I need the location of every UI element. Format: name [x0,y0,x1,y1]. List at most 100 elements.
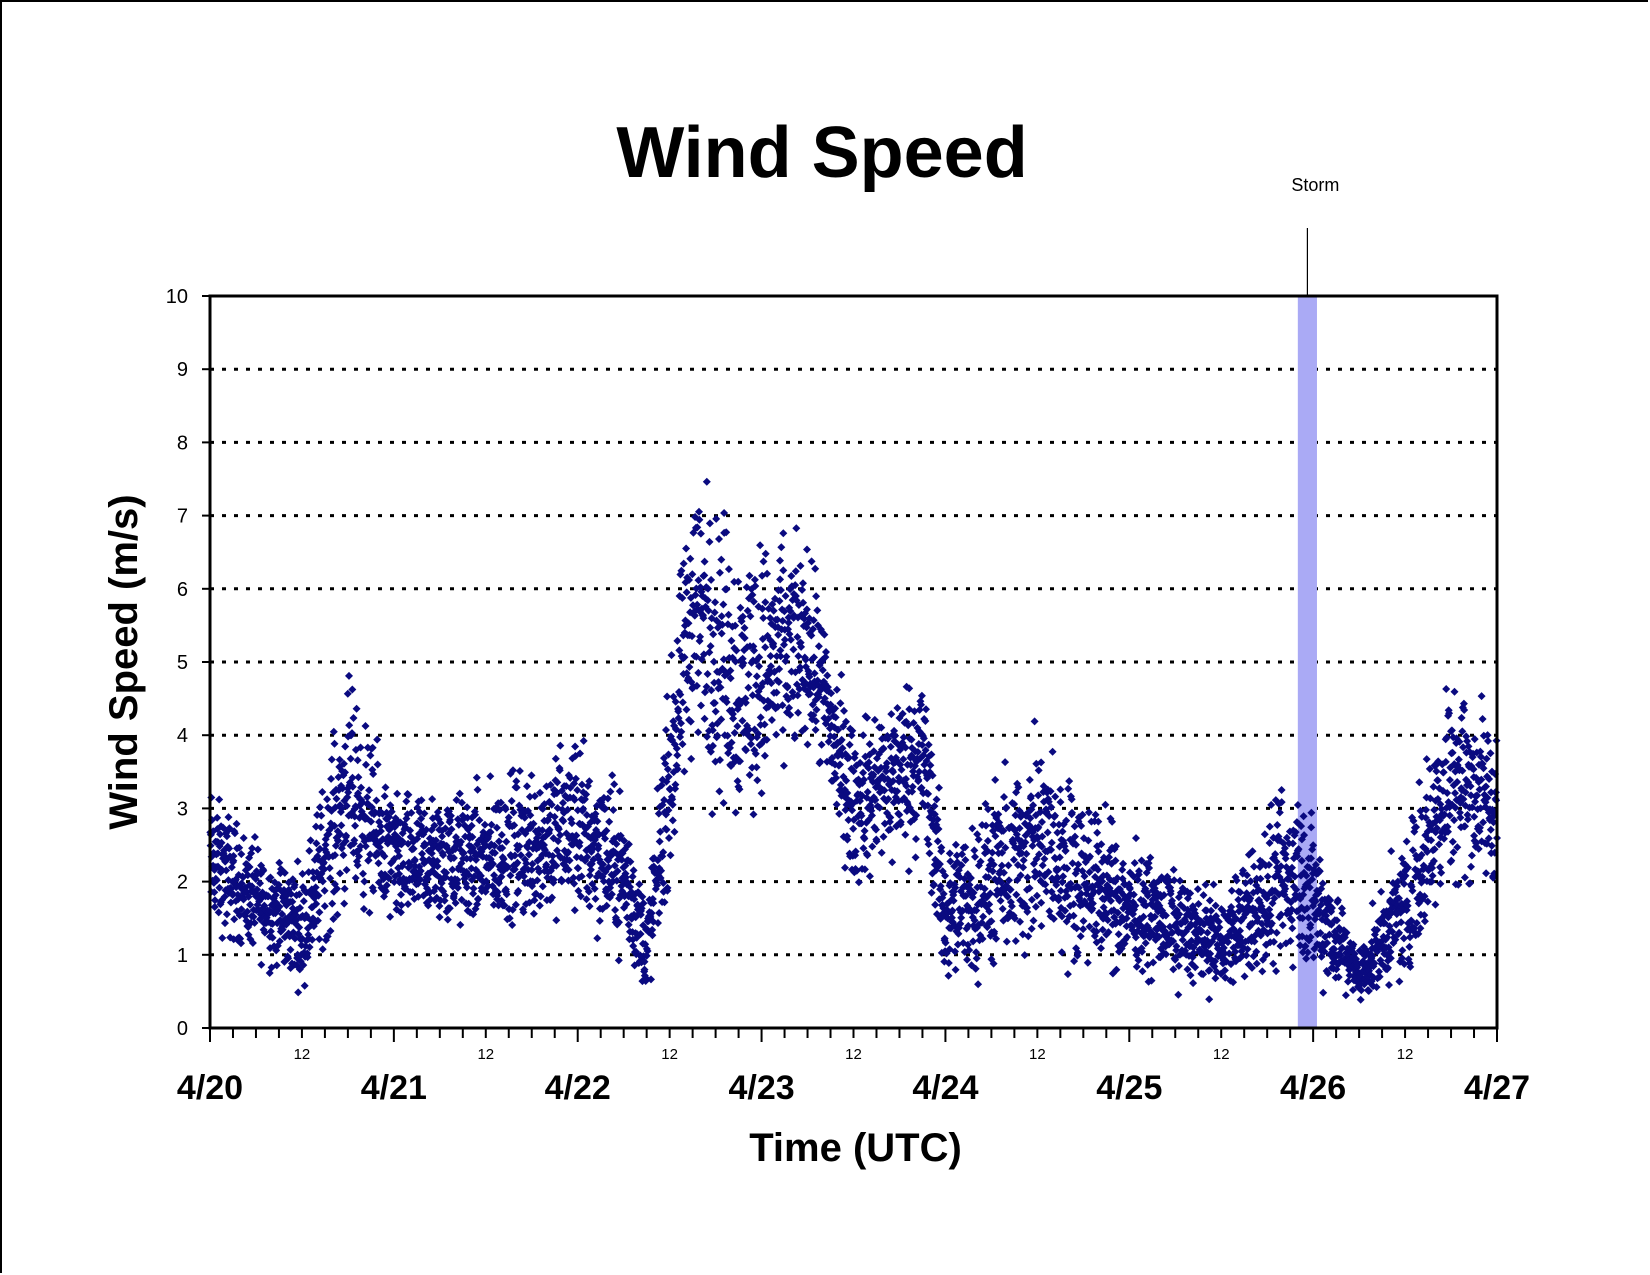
data-point [970,846,979,855]
data-point [685,663,694,671]
data-point [1105,853,1113,862]
data-point [1408,846,1417,855]
data-point [601,804,610,813]
data-point [1133,875,1142,884]
data-point [988,848,997,857]
data-point [373,735,382,744]
data-point [719,799,728,807]
data-point [1297,856,1306,865]
data-point [655,909,664,917]
data-point [875,803,884,812]
data-point [548,893,556,902]
data-point [408,888,417,897]
data-point [809,625,817,634]
data-point [827,689,836,698]
data-point [1256,874,1265,883]
data-point [736,603,745,612]
data-point [1074,860,1083,869]
data-point [1094,817,1103,826]
data-point [1123,933,1132,941]
data-point [435,902,444,910]
data-point [996,896,1005,905]
data-point [1058,827,1067,836]
data-point [1273,821,1282,829]
data-point [1417,850,1426,859]
data-point [1040,854,1049,863]
data-point [293,857,302,866]
data-point [348,782,357,791]
data-point [976,857,985,866]
data-point [1169,937,1178,946]
data-point [1048,747,1057,756]
data-point [845,753,853,762]
data-point [462,883,471,892]
data-point [239,834,248,842]
data-point [533,876,542,885]
data-point [1288,839,1297,848]
data-point [865,872,874,881]
data-point [1038,818,1046,826]
data-point [818,666,827,675]
data-point [677,566,686,575]
data-point [1010,914,1019,923]
data-point [359,869,367,878]
data-point [1349,986,1357,994]
data-point [1250,862,1258,871]
data-point [1078,810,1087,819]
data-point [1082,879,1091,888]
data-point [472,773,481,782]
data-point [901,830,910,839]
data-point [440,896,449,905]
data-point [707,575,716,584]
data-point [1277,862,1285,871]
data-point [897,765,906,774]
data-point [736,757,744,766]
data-point [654,809,663,818]
data-point [608,771,617,780]
data-point [457,895,466,904]
data-point [217,838,226,847]
data-point [484,881,493,890]
data-point [1260,830,1269,839]
data-point [582,790,591,799]
data-point [705,648,714,657]
data-point [519,872,528,881]
data-point [1395,894,1403,903]
data-point [984,873,993,882]
data-point [784,695,793,704]
data-point [473,785,482,794]
data-point [1476,747,1485,756]
data-point [1102,910,1111,919]
data-point [296,903,304,912]
data-point [221,919,229,928]
data-point [674,707,683,716]
y-axis-label: Wind Speed (m/s) [102,494,146,829]
data-point [758,604,767,613]
data-point [921,746,930,755]
data-point [841,806,850,814]
data-point [678,698,687,707]
data-point [1455,737,1464,746]
data-point [620,836,629,845]
data-point [1085,922,1094,931]
data-point [859,768,868,777]
data-point [665,834,673,842]
data-point [323,795,332,804]
data-point [705,519,714,528]
data-point [1330,945,1339,954]
data-point [726,666,735,675]
data-point [1092,927,1101,936]
data-point [357,783,366,792]
data-point [475,816,484,825]
data-point [1368,899,1377,908]
data-point [1458,727,1467,736]
data-point [740,623,749,632]
data-point [1101,800,1110,809]
data-point [433,862,442,871]
data-point [222,832,231,841]
data-point [974,980,983,989]
data-point [570,906,579,915]
data-point [778,616,787,625]
data-point [346,754,355,763]
data-point [337,821,346,830]
